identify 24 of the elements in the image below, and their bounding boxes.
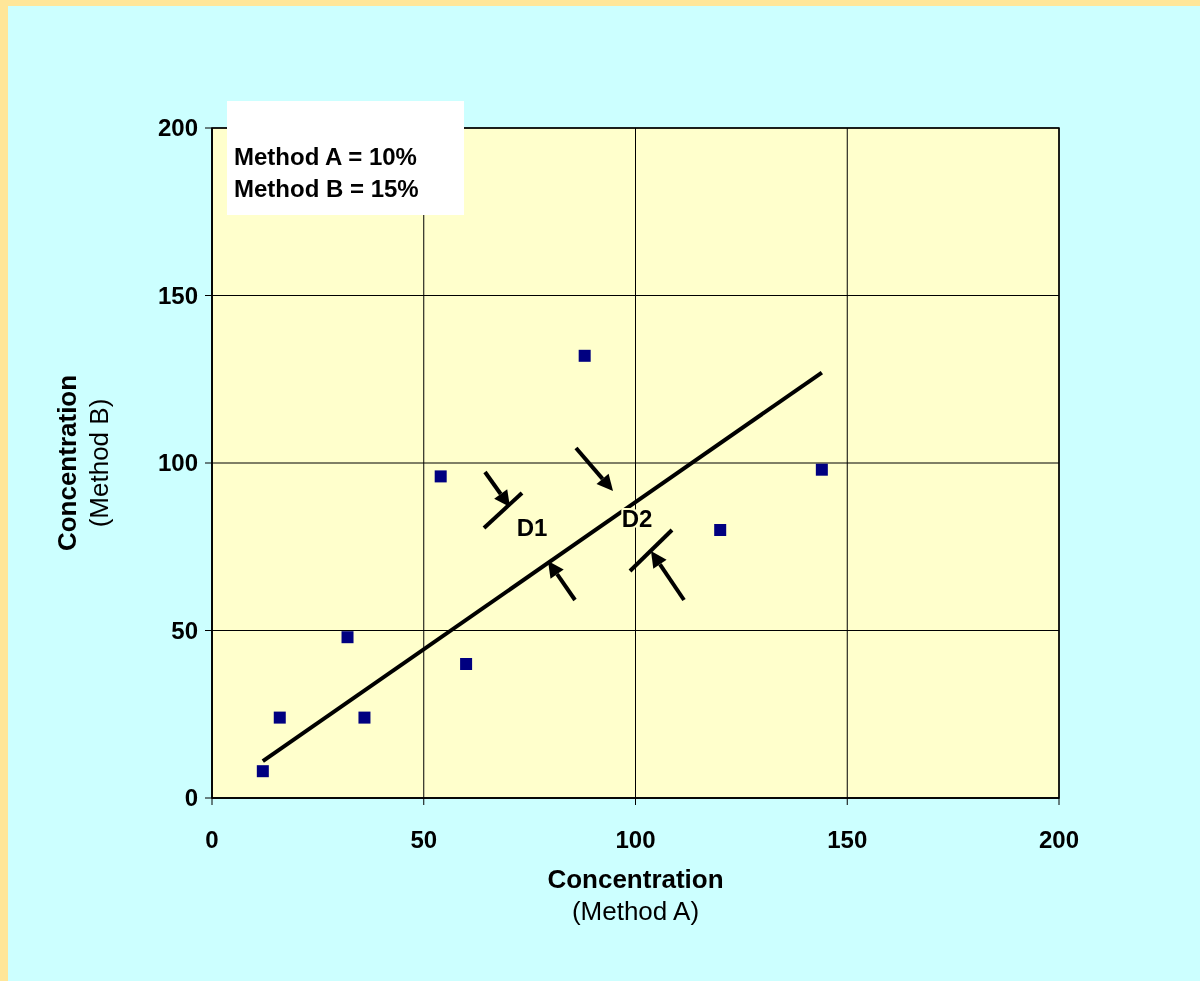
x-tick-label: 0: [205, 826, 219, 853]
point: [714, 524, 727, 536]
annotation: D1: [516, 514, 548, 541]
point: [434, 470, 447, 483]
annotation: Method A = 10%: [234, 143, 417, 170]
x-tick-label: 150: [827, 826, 868, 853]
x-axis-title: Concentration (Method A): [547, 864, 724, 926]
x-tick-label: 50: [410, 826, 438, 853]
y-axis-title: Concentration (Method B): [52, 374, 114, 552]
point: [578, 349, 591, 362]
annotation: Method B = 15%: [234, 175, 419, 202]
y-tick-label: 150: [157, 281, 198, 309]
point: [358, 711, 371, 724]
point: [815, 463, 828, 476]
y-tick-label: 50: [171, 616, 198, 644]
y-tick-label: 0: [184, 784, 198, 811]
y-tick-label: 200: [157, 114, 198, 141]
point: [460, 658, 473, 670]
point: [341, 631, 354, 644]
x-tick-label: 100: [615, 826, 656, 853]
x-tick-label: 200: [1038, 826, 1080, 853]
point: [273, 711, 286, 724]
point: [256, 765, 269, 778]
y-tick-label: 100: [157, 449, 198, 476]
